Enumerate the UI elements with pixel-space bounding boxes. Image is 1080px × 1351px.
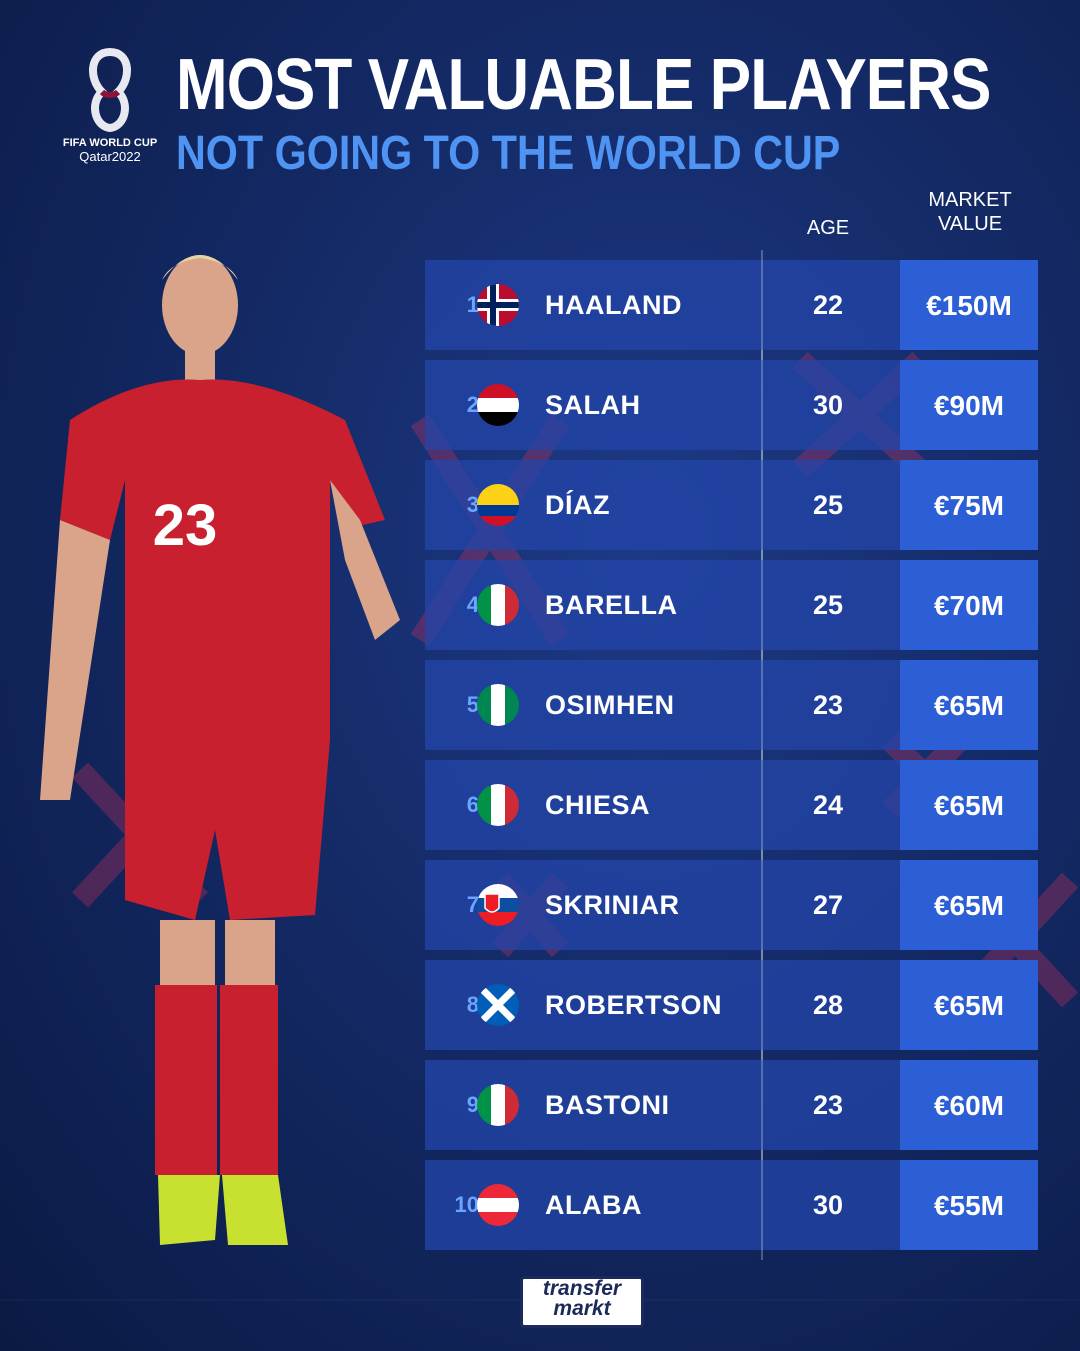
player-figure: 23 [40,255,400,1245]
rank: 3 [466,492,479,517]
rank: 9 [466,1092,479,1117]
flag [477,784,519,826]
table-row: 9 BASTONI 23 €60M [425,1050,1038,1160]
title: MOST VALUABLE PLAYERS [176,45,991,125]
player-name: HAALAND [545,290,682,320]
flag [477,1184,519,1226]
age: 30 [812,1190,844,1220]
table-row: 3 DÍAZ 25 €75M [425,450,1038,560]
table-row: 8 ROBERTSON 28 €65M [425,950,1038,1060]
player-name: ROBERTSON [545,990,723,1020]
flag [477,484,519,526]
age: 27 [812,890,844,920]
table-row: 5 OSIMHEN 23 €65M [425,650,1038,760]
age: 23 [812,1090,844,1120]
divider [761,250,763,360]
rank: 2 [466,392,479,417]
flag [477,284,519,326]
column-header: MARKET VALUE [928,189,1012,235]
player-name: ALABA [545,1190,642,1220]
table-row: 6 CHIESA 24 €65M [425,750,1038,860]
brand-text: transfer [542,1277,622,1300]
shirt-number: 23 [153,493,218,558]
flag [477,884,519,926]
player-name: BASTONI [545,1090,670,1120]
subtitle: NOT GOING TO THE WORLD CUP [176,127,841,180]
table-row: 2 SALAH 30 €90M [425,350,1038,460]
rank: 1 [466,292,479,317]
player-name: CHIESA [545,790,651,820]
market-value: €70M [900,560,1038,650]
market-value: €150M [900,260,1038,350]
rank: 7 [466,892,479,917]
rank: 8 [466,992,479,1017]
player-name: BARELLA [545,590,678,620]
age: 30 [812,390,844,420]
player-name: SALAH [545,390,641,420]
divider [761,450,763,560]
table-row: 4 BARELLA 25 €70M [425,550,1038,660]
divider [761,350,763,460]
market-value: €65M [900,760,1038,850]
market-value: €65M [900,660,1038,750]
brand-text: markt [553,1297,611,1320]
flag [477,584,519,626]
brand-logo: transfer markt [520,1276,644,1328]
flag [477,984,519,1026]
player-name: SKRINIAR [545,890,680,920]
age: 28 [812,990,844,1020]
age: 22 [812,290,844,320]
divider [761,550,763,660]
divider [761,1150,763,1260]
logo: FIFA WORLD CUP Qatar2022 [60,47,160,164]
divider [761,950,763,1060]
rank: 4 [466,592,479,617]
logo-emblem [89,47,131,133]
market-value: €75M [900,460,1038,550]
logo-text: Qatar2022 [79,149,141,164]
age: 25 [812,590,844,620]
table-row: 1 HAALAND 22 €150M [425,250,1038,360]
market-value: €90M [900,360,1038,450]
logo-text: FIFA WORLD CUP [62,137,158,149]
age: 23 [812,690,844,720]
divider [761,1050,763,1160]
age: 24 [812,790,844,820]
column-header: AGE [806,217,850,239]
player-name: DÍAZ [545,490,610,520]
divider [761,850,763,960]
market-value: €65M [900,960,1038,1050]
age: 25 [812,490,844,520]
player-name: OSIMHEN [545,690,675,720]
table-row: 7 SKRINIAR 27 €65M [425,850,1038,960]
market-value: €55M [900,1160,1038,1250]
flag [477,1084,519,1126]
rank: 5 [466,692,479,717]
divider [761,650,763,760]
rank: 6 [466,792,479,817]
rank: 10 [454,1192,479,1217]
divider [761,750,763,860]
flag [477,384,519,426]
market-value: €60M [900,1060,1038,1150]
flag [477,684,519,726]
table-row: 10 ALABA 30 €55M [425,1150,1038,1260]
market-value: €65M [900,860,1038,950]
